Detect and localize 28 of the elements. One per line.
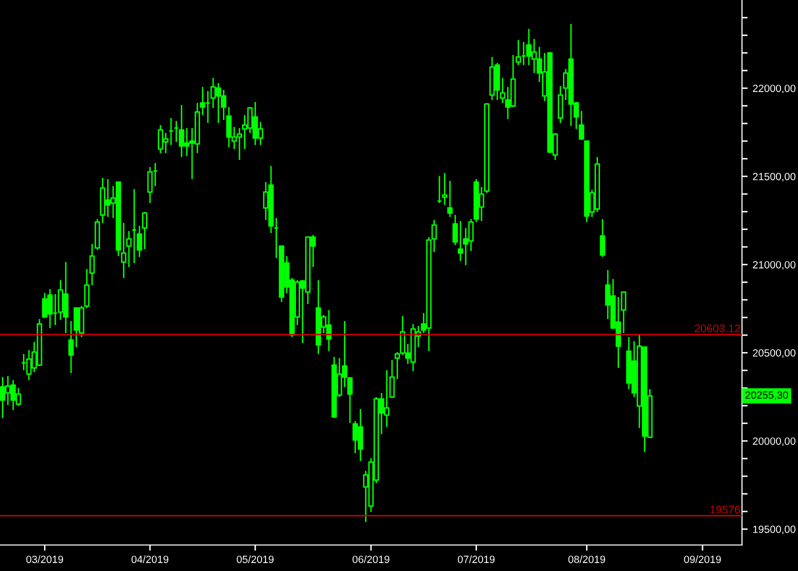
candlestick [620,291,626,334]
x-tick-label: 04/2019 [132,555,168,564]
candlestick [600,218,606,258]
candlestick [68,320,74,374]
candlestick [147,166,153,204]
text: 20255,30 [745,391,788,400]
candlestick [558,85,564,124]
x-tick-label: 09/2019 [684,555,721,564]
candlestick [458,220,464,262]
ref-line-label: 20603.12 [694,324,740,332]
x-tick-label: 06/2019 [352,555,390,564]
x-tick-label: 08/2019 [568,555,606,564]
candlestick [578,110,584,141]
x-tick-label: 07/2019 [458,555,495,564]
y-tick-label: 20500,00 [752,349,796,358]
y-tick-label: 19500,00 [753,526,796,534]
x-tick-label: 03/2019 [26,555,64,564]
ref-line-label: 19576 [710,506,740,514]
candlestick [452,214,458,246]
candlestick [136,225,142,258]
candlestick [142,211,148,250]
candlestick [389,359,395,399]
x-tick-label: 05/2019 [236,555,274,564]
y-tick-label: 21000,00 [752,261,796,270]
y-tick-label: 20000,00 [752,437,796,446]
y-tick-label: 21500,00 [752,172,796,182]
candlestick [431,219,437,253]
y-tick-label: 22000,00 [752,84,796,94]
